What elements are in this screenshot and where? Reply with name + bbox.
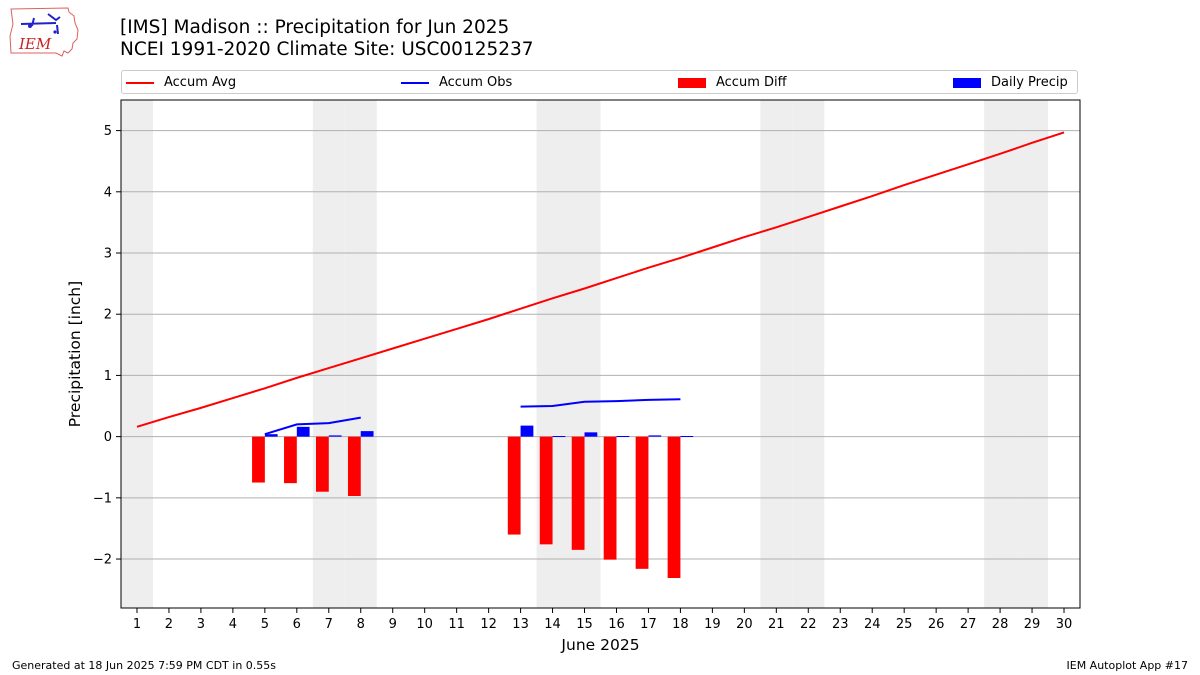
accum-diff-bar-day-16 — [603, 436, 617, 560]
daily-precip-bar-day-18 — [680, 436, 694, 438]
legend-swatch-accum-avg — [126, 81, 154, 84]
legend-label-accum-obs: Accum Obs — [439, 75, 513, 90]
x-tick-label-21: 21 — [768, 617, 785, 632]
accum-diff-bar-day-17 — [635, 436, 649, 569]
y-tick-label--2: −2 — [93, 553, 112, 568]
daily-precip-bar-day-5 — [264, 434, 278, 437]
x-tick-label-9: 9 — [389, 617, 397, 632]
accum-avg-line — [136, 131, 1065, 428]
x-tick-label-2: 2 — [165, 617, 173, 632]
chart-subtitle: NCEI 1991-2020 Climate Site: USC00125237 — [120, 39, 534, 60]
accum-diff-bar-day-8 — [347, 436, 361, 496]
x-tick-label-11: 11 — [448, 617, 465, 632]
y-tick-label-5: 5 — [104, 124, 112, 139]
x-tick-label-22: 22 — [800, 617, 817, 632]
y-tick-label-1: 1 — [104, 369, 112, 384]
daily-precip-bar-day-7 — [328, 435, 342, 437]
legend-item-accum-diff: Accum Diff — [678, 74, 787, 92]
plot-area — [121, 100, 1080, 608]
weekend-shade-day-22 — [792, 100, 825, 608]
x-tick-label-15: 15 — [576, 617, 593, 632]
x-tick-label-4: 4 — [229, 617, 237, 632]
daily-precip-bar-day-17 — [648, 435, 662, 437]
x-tick-label-28: 28 — [992, 617, 1009, 632]
legend-label-accum-avg: Accum Avg — [164, 75, 237, 90]
weekend-shade-day-28 — [984, 100, 1017, 608]
accum-diff-bar-day-18 — [667, 436, 681, 579]
legend-item-daily-precip: Daily Precip — [953, 74, 1068, 92]
y-tick-label-2: 2 — [104, 308, 112, 323]
legend: Accum Avg Accum Obs Accum Diff Daily Pre… — [121, 70, 1078, 94]
x-tick-label-26: 26 — [928, 617, 945, 632]
legend-swatch-accum-obs — [401, 81, 429, 84]
accum-diff-bar-day-15 — [571, 436, 585, 550]
accum-diff-bar-day-14 — [539, 436, 553, 545]
iem-logo: IEM — [9, 7, 79, 57]
x-tick-label-14: 14 — [544, 617, 561, 632]
y-tick-label--1: −1 — [93, 491, 112, 506]
x-tick-label-18: 18 — [672, 617, 689, 632]
x-tick-label-12: 12 — [480, 617, 497, 632]
weekend-shade-day-1 — [121, 100, 153, 608]
x-tick-label-25: 25 — [896, 617, 913, 632]
daily-precip-bar-day-16 — [616, 436, 630, 438]
x-tick-label-5: 5 — [261, 617, 269, 632]
daily-precip-bar-day-13 — [520, 425, 534, 437]
y-tick-label-0: 0 — [104, 430, 112, 445]
legend-label-daily-precip: Daily Precip — [991, 75, 1068, 90]
chart-title: [IMS] Madison :: Precipitation for Jun 2… — [120, 17, 510, 38]
legend-swatch-daily-precip — [953, 77, 981, 88]
weekend-shade-day-7 — [312, 100, 345, 608]
daily-precip-bar-day-6 — [296, 426, 310, 437]
daily-precip-bar-day-8 — [360, 431, 374, 437]
generated-timestamp: Generated at 18 Jun 2025 7:59 PM CDT in … — [12, 659, 277, 672]
accum-diff-bar-day-7 — [315, 436, 329, 492]
plot-frame — [120, 99, 1081, 609]
x-tick-label-10: 10 — [416, 617, 433, 632]
x-tick-label-3: 3 — [197, 617, 205, 632]
weekend-shade-day-29 — [1016, 100, 1049, 608]
x-tick-label-29: 29 — [1024, 617, 1041, 632]
legend-swatch-accum-diff — [678, 77, 706, 88]
x-tick-label-8: 8 — [357, 617, 365, 632]
legend-item-accum-obs: Accum Obs — [401, 74, 512, 92]
accum-diff-bar-day-13 — [507, 436, 521, 535]
x-axis-label: June 2025 — [560, 636, 639, 654]
accum-obs-line-segment-1 — [264, 416, 361, 436]
x-tick-label-6: 6 — [293, 617, 301, 632]
daily-precip-bar-day-14 — [552, 436, 566, 438]
autoplot-app-label: IEM Autoplot App #17 — [1066, 659, 1189, 672]
y-tick-label-3: 3 — [104, 247, 112, 262]
x-tick-label-17: 17 — [640, 617, 657, 632]
accum-diff-bar-day-5 — [252, 436, 265, 483]
daily-precip-bar-day-15 — [584, 432, 598, 437]
logo-text: IEM — [18, 35, 52, 53]
x-tick-label-1: 1 — [133, 617, 141, 632]
x-tick-label-24: 24 — [864, 617, 881, 632]
x-tick-label-7: 7 — [325, 617, 333, 632]
x-tick-label-30: 30 — [1056, 617, 1073, 632]
legend-item-accum-avg: Accum Avg — [126, 74, 236, 92]
y-tick-label-4: 4 — [104, 185, 112, 200]
x-tick-label-13: 13 — [512, 617, 529, 632]
weekend-shade-day-21 — [760, 100, 793, 608]
x-tick-label-27: 27 — [960, 617, 977, 632]
legend-label-accum-diff: Accum Diff — [716, 75, 787, 90]
y-axis-label: Precipitation [inch] — [66, 281, 84, 427]
x-tick-label-16: 16 — [608, 617, 625, 632]
x-tick-label-20: 20 — [736, 617, 753, 632]
x-tick-label-19: 19 — [704, 617, 721, 632]
x-tick-label-23: 23 — [832, 617, 849, 632]
accum-diff-bar-day-6 — [284, 436, 297, 484]
accum-obs-line-segment-2 — [520, 398, 681, 408]
